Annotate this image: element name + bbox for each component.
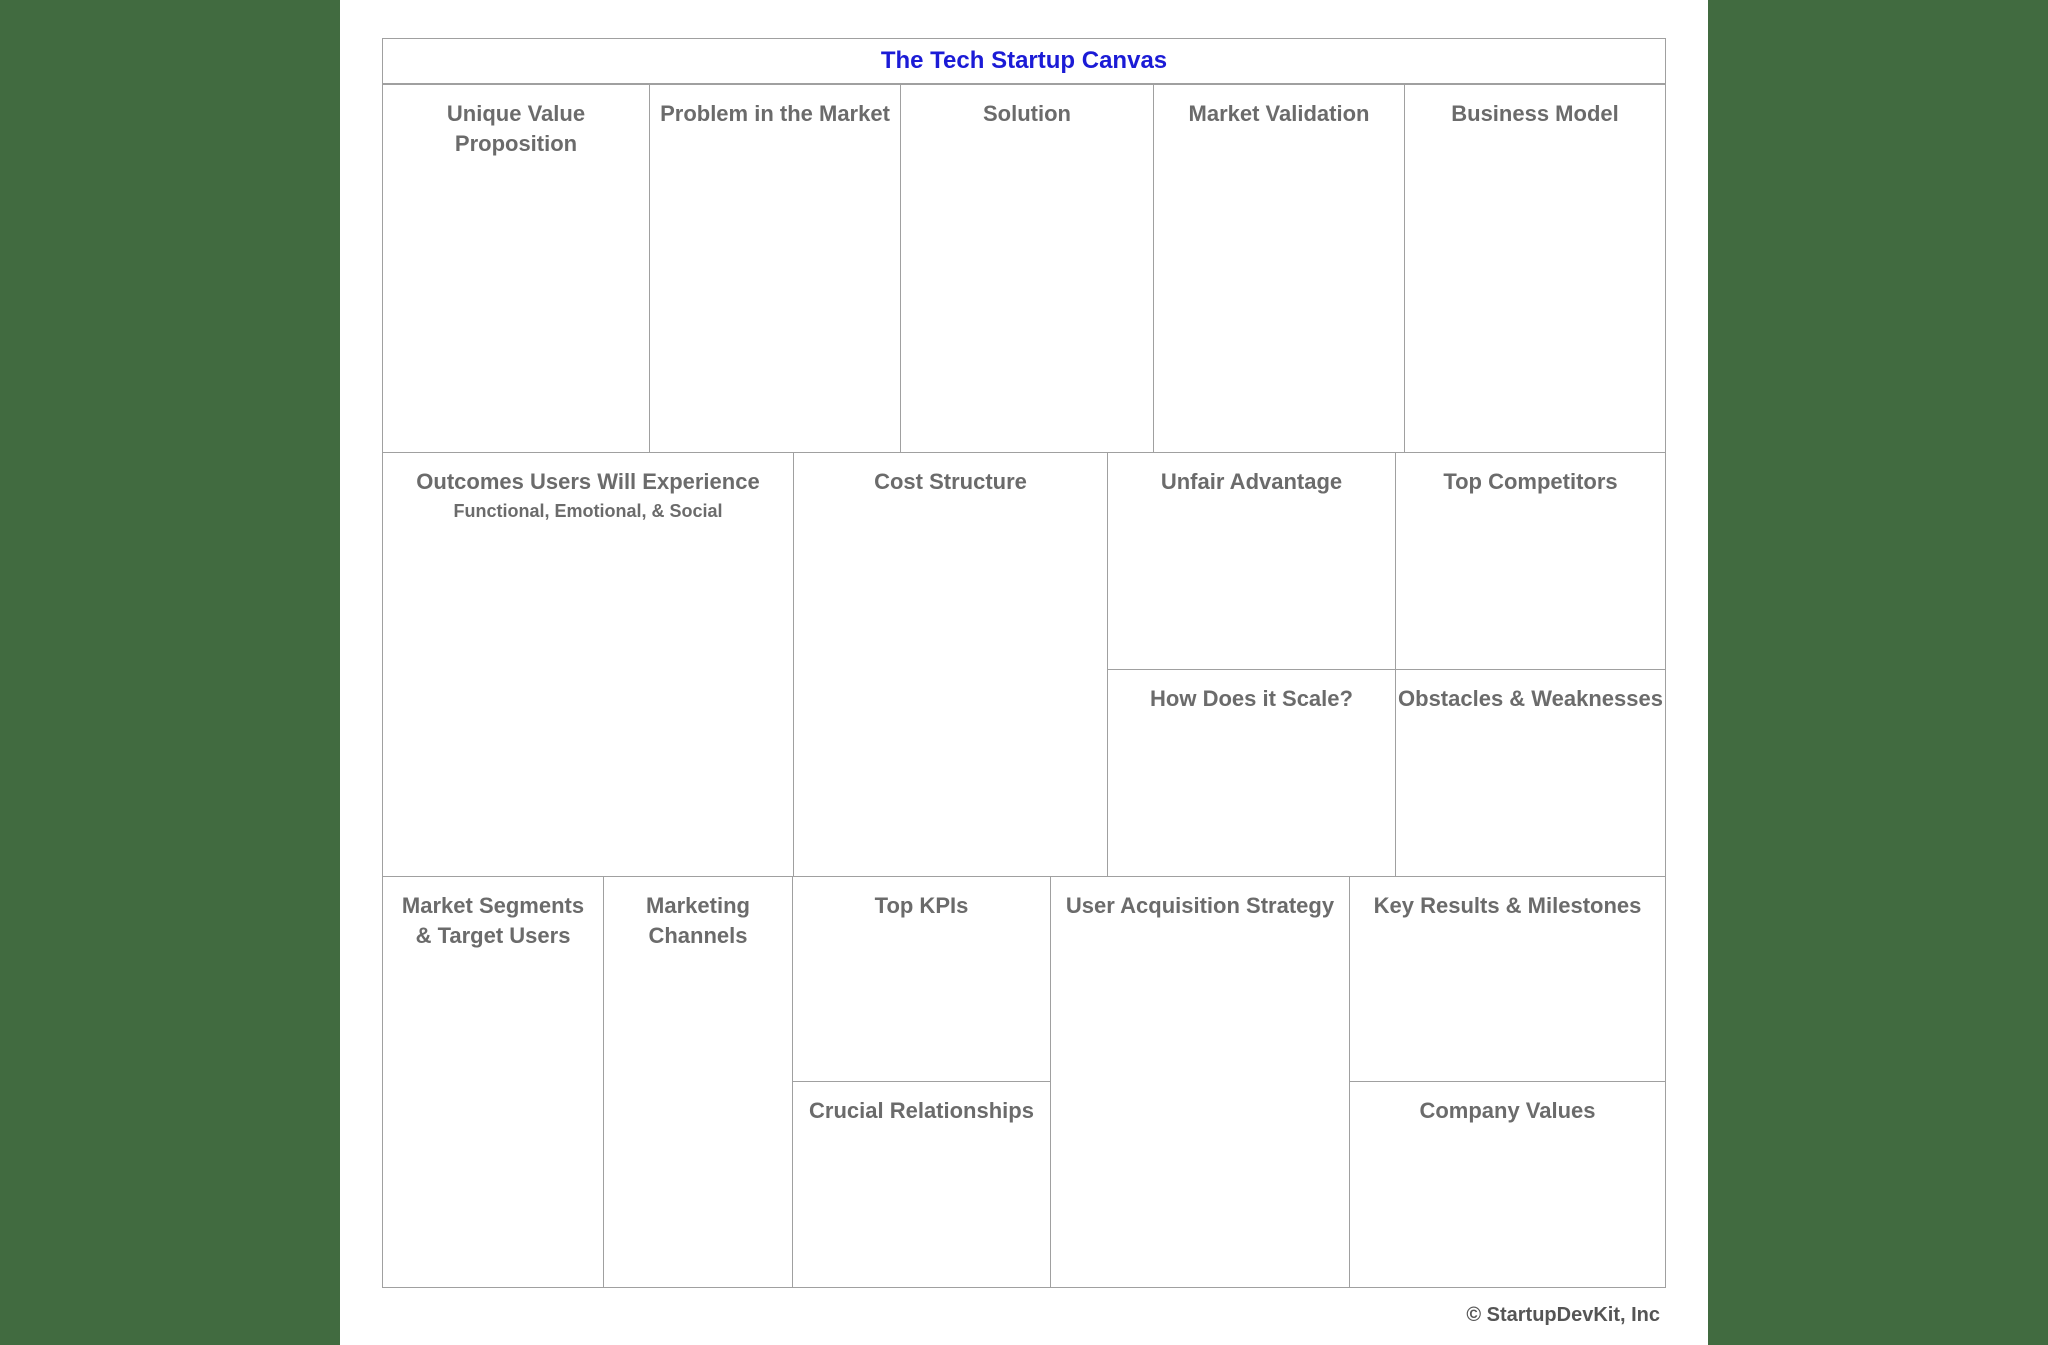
- cell-cost-structure: Cost Structure: [793, 452, 1108, 877]
- cell-label: MarketingChannels: [604, 877, 792, 950]
- cell-label: How Does it Scale?: [1108, 670, 1395, 714]
- cell-top-competitors: Top Competitors: [1395, 452, 1666, 670]
- cell-company-values: Company Values: [1349, 1081, 1666, 1288]
- cell-user-acquisition-strategy: User Acquisition Strategy: [1050, 876, 1350, 1288]
- cell-key-results-milestones: Key Results & Milestones: [1349, 876, 1666, 1082]
- canvas-area: The Tech Startup Canvas Unique Value Pro…: [340, 0, 1708, 1345]
- startup-canvas: The Tech Startup Canvas Unique Value Pro…: [382, 38, 1666, 1288]
- cell-solution: Solution: [900, 84, 1154, 453]
- cell-label: Market Validation: [1154, 85, 1404, 129]
- cell-label: Business Model: [1405, 85, 1665, 129]
- cell-sublabel: Functional, Emotional, & Social: [383, 501, 793, 522]
- canvas-title-text: The Tech Startup Canvas: [881, 47, 1167, 75]
- cell-label: Key Results & Milestones: [1350, 877, 1665, 921]
- side-band-left: [0, 0, 340, 1345]
- cell-unfair-advantage: Unfair Advantage: [1107, 452, 1396, 670]
- cell-label: Crucial Relationships: [793, 1082, 1050, 1126]
- cell-label: Unique Value Proposition: [383, 85, 649, 158]
- cell-label: Outcomes Users Will Experience: [383, 453, 793, 497]
- cell-how-does-it-scale: How Does it Scale?: [1107, 669, 1396, 877]
- cell-market-validation: Market Validation: [1153, 84, 1405, 453]
- side-band-right: [1708, 0, 2048, 1345]
- cell-label: Top KPIs: [793, 877, 1050, 921]
- cell-label: Unfair Advantage: [1108, 453, 1395, 497]
- cell-problem-in-market: Problem in the Market: [649, 84, 901, 453]
- cell-label: Cost Structure: [794, 453, 1107, 497]
- cell-label: Problem in the Market: [650, 85, 900, 129]
- cell-unique-value-proposition: Unique Value Proposition: [382, 84, 650, 453]
- cell-label: User Acquisition Strategy: [1051, 877, 1349, 921]
- cell-label: Solution: [901, 85, 1153, 129]
- cell-top-kpis: Top KPIs: [792, 876, 1051, 1082]
- cell-label: Obstacles & Weaknesses: [1396, 670, 1665, 714]
- cell-marketing-channels: MarketingChannels: [603, 876, 793, 1288]
- copyright-text: © StartupDevKit, Inc: [1466, 1304, 1660, 1327]
- cell-label: Company Values: [1350, 1082, 1665, 1126]
- cell-label: Top Competitors: [1396, 453, 1665, 497]
- canvas-title: The Tech Startup Canvas: [382, 38, 1666, 84]
- cell-outcomes-users-experience: Outcomes Users Will Experience Functiona…: [382, 452, 794, 877]
- cell-market-segments: Market Segments& Target Users: [382, 876, 604, 1288]
- cell-business-model: Business Model: [1404, 84, 1666, 453]
- cell-obstacles-weaknesses: Obstacles & Weaknesses: [1395, 669, 1666, 877]
- cell-label: Market Segments& Target Users: [383, 877, 603, 950]
- cell-crucial-relationships: Crucial Relationships: [792, 1081, 1051, 1288]
